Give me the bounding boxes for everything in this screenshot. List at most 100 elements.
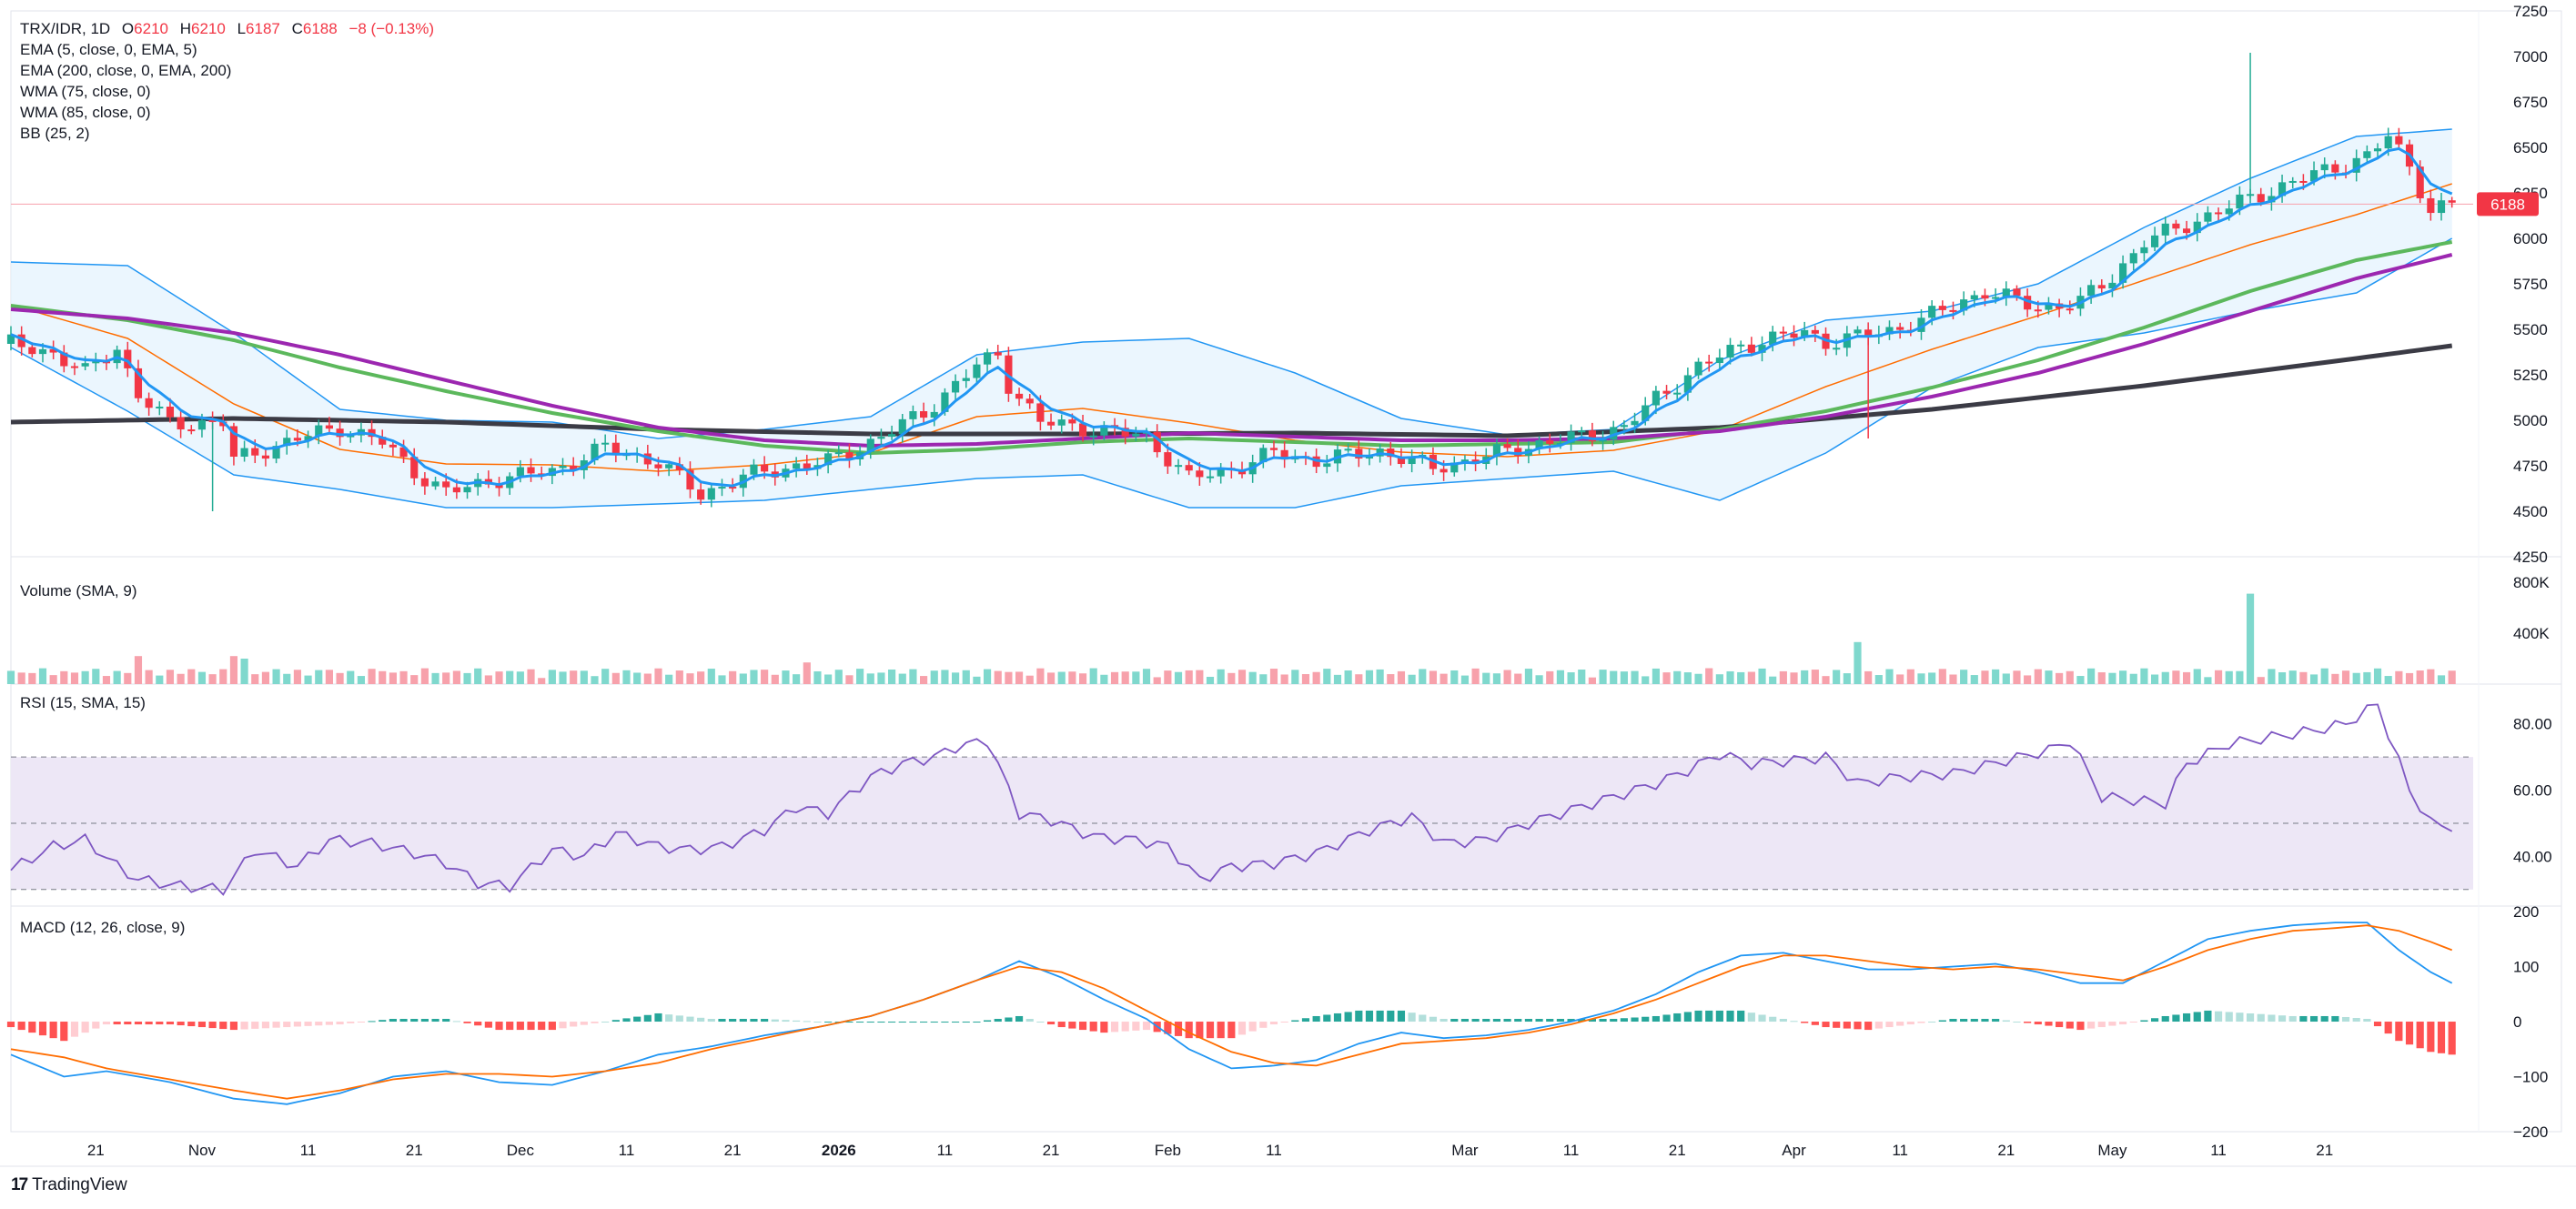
macd-histogram-bar [134, 1022, 143, 1025]
candle-body [1450, 462, 1459, 473]
macd-histogram-bar [389, 1019, 397, 1023]
macd-histogram-bar [1843, 1022, 1851, 1029]
macd-histogram-bar [1089, 1022, 1097, 1032]
volume-bar [495, 671, 503, 684]
symbol-line: TRX/IDR, 1D O6210 H6210 L6187 C6188 −8 (… [20, 20, 434, 37]
macd-histogram-bar [124, 1022, 132, 1025]
candle-body [1365, 456, 1374, 459]
symbol-label[interactable]: TRX/IDR [20, 20, 82, 37]
candle-body [1747, 344, 1755, 353]
candle-body [601, 442, 610, 445]
macd-histogram-bar [2024, 1022, 2032, 1023]
macd-histogram-bar [538, 1022, 546, 1031]
candle-body [2013, 288, 2021, 297]
candle-body [261, 455, 270, 459]
volume-bar [2427, 669, 2435, 684]
macd-histogram-bar [2045, 1022, 2053, 1026]
volume-bar [824, 674, 833, 684]
indicator-bb[interactable]: BB (25, 2) [20, 125, 90, 142]
macd-histogram-bar [240, 1022, 248, 1030]
candle-body [156, 407, 164, 409]
volume-bar [973, 676, 981, 684]
rsi-axis-tick: 40.00 [2513, 848, 2552, 865]
candle-body [1737, 344, 1745, 347]
macd-histogram-bar [1057, 1022, 1066, 1028]
candle [527, 458, 535, 482]
candle-body [208, 419, 217, 422]
wma85-line [10, 253, 2453, 448]
macd-histogram-bar [1694, 1010, 1702, 1023]
volume-bar [994, 670, 1002, 684]
volume-bar [771, 674, 779, 684]
candle-body [845, 452, 854, 459]
macd-histogram-bar [272, 1022, 280, 1028]
candle-body [240, 448, 248, 457]
macd-pane-title[interactable]: MACD (12, 26, close, 9) [20, 919, 186, 936]
candle [930, 404, 938, 427]
candle-body [761, 464, 769, 472]
volume-bar [1460, 675, 1470, 684]
candle [2193, 213, 2201, 242]
macd-histogram-bar [856, 1022, 864, 1023]
volume-bar [2246, 593, 2255, 684]
volume-bar [251, 674, 259, 684]
candle-body [591, 443, 599, 461]
macd-histogram-bar [379, 1020, 387, 1023]
candle-body [219, 421, 227, 427]
candle-body [1705, 361, 1713, 364]
volume-pane-title[interactable]: Volume (SMA, 9) [20, 582, 137, 599]
macd-histogram-bar [431, 1019, 439, 1023]
candle-body [930, 411, 938, 418]
interval-label[interactable]: 1D [90, 20, 111, 37]
volume-bar [665, 674, 673, 684]
candle-body [1567, 431, 1575, 444]
rsi-pane-title[interactable]: RSI (15, SMA, 15) [20, 694, 146, 711]
candle-body [1896, 327, 1904, 330]
macd-histogram-bar [1291, 1020, 1299, 1023]
macd-histogram-bar [1078, 1022, 1087, 1031]
tradingview-brand[interactable]: 17 TradingView [11, 1175, 127, 1195]
candle [399, 439, 408, 463]
candle-body [1408, 457, 1416, 465]
macd-histogram-bar [484, 1022, 492, 1028]
volume-bar [2416, 670, 2424, 684]
candle [1100, 421, 1108, 441]
volume-bar [389, 672, 397, 684]
indicator-ema200[interactable]: EMA (200, close, 0, EMA, 200) [20, 62, 232, 79]
macd-histogram-bar [1885, 1022, 1894, 1028]
candle [431, 477, 439, 490]
volume-bar [962, 670, 970, 684]
macd-histogram-bar [973, 1022, 981, 1023]
volume-bar [983, 669, 992, 684]
indicator-wma85[interactable]: WMA (85, close, 0) [20, 104, 151, 121]
candle [570, 457, 578, 477]
bb-fill [11, 129, 2452, 508]
volume-bar [2320, 668, 2329, 684]
candle [1121, 418, 1129, 445]
macd-histogram-bar [177, 1022, 185, 1026]
indicator-wma75[interactable]: WMA (75, close, 0) [20, 83, 151, 100]
macd-histogram-bar [1301, 1018, 1310, 1023]
volume-bar [2002, 673, 2010, 684]
volume-bar [1344, 670, 1352, 684]
volume-bar [834, 670, 843, 684]
macd-histogram-bar [1269, 1022, 1278, 1025]
candle-body [389, 444, 397, 448]
volume-bar [2129, 673, 2137, 684]
volume-bar [793, 674, 801, 684]
volume-bar [1747, 671, 1755, 684]
macd-histogram-bar [729, 1019, 737, 1023]
macd-histogram-bar [293, 1022, 302, 1027]
volume-bar [2087, 668, 2096, 684]
volume-bar [1301, 674, 1310, 684]
macd-histogram-bar [81, 1022, 89, 1033]
low-label: L [237, 20, 247, 37]
volume-bar [1291, 670, 1299, 684]
indicator-ema5[interactable]: EMA (5, close, 0, EMA, 5) [20, 41, 197, 58]
candle-body [898, 418, 906, 435]
volume-bar [1960, 670, 1968, 684]
volume-bar [1737, 671, 1745, 684]
time-axis-tick: 11 [2210, 1142, 2227, 1159]
macd-histogram-bar [1185, 1022, 1193, 1039]
